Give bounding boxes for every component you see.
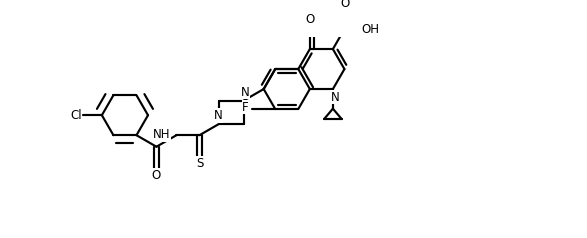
Text: S: S xyxy=(196,157,203,170)
Text: NH: NH xyxy=(153,128,171,141)
Text: OH: OH xyxy=(361,23,379,36)
Text: N: N xyxy=(330,91,339,104)
Text: N: N xyxy=(241,86,249,99)
Text: F: F xyxy=(242,101,249,114)
Text: O: O xyxy=(152,169,161,182)
Text: O: O xyxy=(340,0,349,10)
Text: N: N xyxy=(214,109,222,122)
Text: Cl: Cl xyxy=(70,109,82,122)
Text: O: O xyxy=(306,13,315,26)
